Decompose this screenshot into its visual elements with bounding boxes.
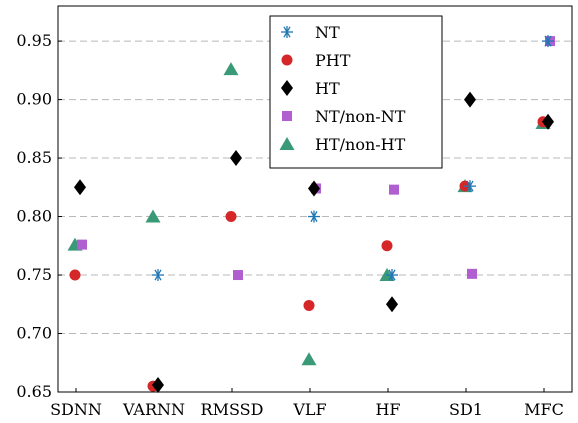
data-point-ht	[386, 296, 398, 313]
y-tick-label: 0.95	[16, 31, 52, 50]
data-point-nt-non-nt	[467, 268, 477, 279]
legend-marker	[281, 80, 293, 96]
y-tick-label: 0.90	[16, 90, 52, 109]
x-tick-label: VARNN	[122, 400, 185, 419]
legend-box	[269, 15, 443, 169]
data-point-pht	[303, 299, 315, 311]
x-tick-label: HF	[375, 400, 400, 419]
data-point-nt-non-nt	[77, 239, 87, 250]
x-tick-label: SDNN	[50, 400, 102, 419]
legend-marker	[279, 137, 295, 150]
data-point-pht	[225, 211, 237, 223]
legend-label: HT/non-HT	[315, 135, 406, 154]
data-point-ht-non-ht	[301, 352, 317, 366]
data-point-nt-non-nt	[233, 270, 243, 281]
data-point-ht	[542, 113, 554, 130]
data-point-ht	[152, 376, 164, 393]
data-point-nt-non-nt	[389, 184, 399, 195]
data-point-ht	[464, 91, 476, 108]
plot-frame	[57, 5, 573, 393]
y-axis: 0.65 0.70 0.75 0.80 0.85 0.90 0.95	[16, 31, 62, 401]
x-tick-label: RMSSD	[201, 400, 264, 419]
legend-label: NT/non-NT	[315, 107, 406, 126]
x-tick-label: VLF	[292, 400, 326, 419]
x-tick-label: MFC	[524, 400, 564, 419]
y-tick-label: 0.75	[16, 265, 52, 284]
legend-marker	[281, 26, 293, 38]
data-point-ht-non-ht	[145, 209, 161, 223]
y-tick-label: 0.70	[16, 324, 52, 343]
y-tick-label: 0.80	[16, 207, 52, 226]
legend-marker	[281, 54, 293, 66]
legend-label: PHT	[315, 51, 351, 70]
y-tick-label: 0.85	[16, 148, 52, 167]
data-point-nt	[386, 269, 398, 282]
data-point-pht	[381, 240, 393, 252]
data-point-ht-non-ht	[223, 62, 239, 76]
data-point-nt	[152, 269, 164, 282]
legend-marker	[282, 111, 292, 121]
data-markers	[67, 35, 555, 393]
legend-label: NT	[315, 23, 340, 42]
data-point-nt	[308, 210, 320, 223]
x-axis: SDNN VARNN RMSSD VLF HF SD1 MFC	[50, 388, 564, 419]
data-point-ht	[308, 180, 320, 197]
data-point-nt	[542, 35, 554, 48]
x-tick-label: SD1	[449, 400, 483, 419]
y-tick-label: 0.65	[16, 382, 52, 401]
legend-label: HT	[315, 79, 340, 98]
data-point-ht	[230, 150, 242, 167]
data-point-ht	[74, 179, 86, 196]
data-point-pht	[69, 269, 81, 281]
legend: NT PHT HT NT/non-NT HT/non-HT	[269, 15, 443, 169]
data-point-nt	[464, 180, 476, 193]
